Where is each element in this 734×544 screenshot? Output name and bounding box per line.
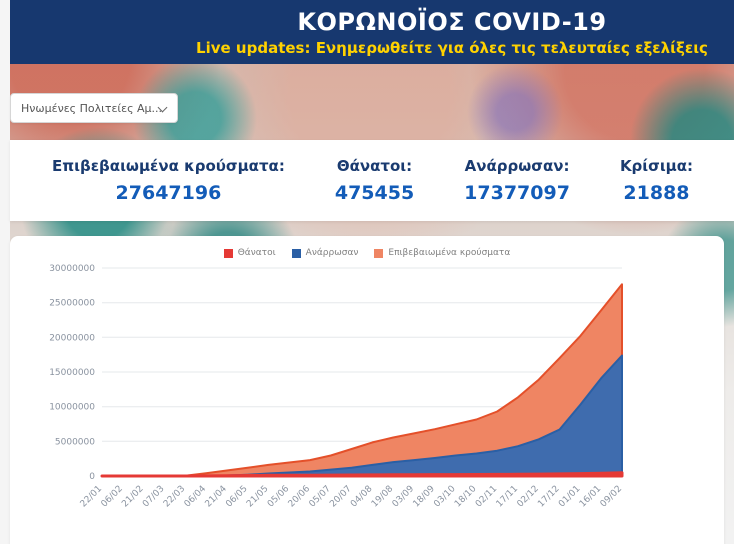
x-tick-label: 22/01 (79, 484, 104, 509)
series-Θάνατοι (100, 471, 624, 478)
x-tick-label: 20/06 (287, 484, 313, 510)
y-tick-label: 0 (89, 472, 95, 482)
stat-value: 21888 (623, 182, 690, 204)
y-tick-label: 10000000 (49, 403, 95, 413)
stat-value: 27647196 (115, 182, 222, 204)
legend-label: Επιβεβαιωμένα κρούσματα (388, 248, 511, 258)
y-tick-label: 25000000 (49, 299, 95, 309)
x-tick-label: 06/05 (224, 484, 249, 509)
stat-deaths: Θάνατοι: 475455 (335, 157, 414, 204)
legend-swatch-deaths (223, 248, 233, 258)
y-tick-label: 30000000 (49, 264, 95, 274)
x-tick-label: 21/05 (245, 484, 270, 509)
live-updates-subtitle: Live updates: Ενημερωθείτε για όλες τις … (196, 39, 708, 57)
x-tick-label: 07/03 (141, 484, 166, 509)
stats-bar: Επιβεβαιωμένα κρούσματα: 27647196 Θάνατο… (10, 140, 734, 221)
stat-recovered: Ανάρρωσαν: 17377097 (464, 157, 570, 204)
legend-swatch-recovered (291, 248, 301, 258)
stat-label: Θάνατοι: (336, 157, 413, 175)
x-tick-label: 17/12 (536, 484, 561, 509)
x-tick-label: 03/10 (432, 484, 458, 510)
x-tick-label: 01/01 (557, 484, 582, 509)
page-title: ΚΟΡΩΝΟΪΟΣ COVID-19 (297, 8, 607, 36)
chart-card: Θάνατοι Ανάρρωσαν Επιβεβαιωμένα κρούσματ… (10, 236, 724, 544)
legend-swatch-confirmed (374, 248, 384, 258)
x-tick-label: 09/02 (599, 484, 624, 509)
legend-item-deaths: Θάνατοι (223, 248, 276, 258)
y-tick-label: 5000000 (55, 437, 95, 447)
legend-label: Ανάρρωσαν (305, 248, 359, 258)
stat-value: 17377097 (464, 182, 570, 204)
y-tick-label: 15000000 (49, 368, 95, 378)
x-tick-label: 06/02 (100, 484, 125, 509)
chart-legend: Θάνατοι Ανάρρωσαν Επιβεβαιωμένα κρούσματ… (10, 248, 724, 258)
header-text-block: ΚΟΡΩΝΟΪΟΣ COVID-19 Live updates: Ενημερω… (170, 8, 734, 57)
x-tick-label: 22/03 (162, 484, 187, 509)
stat-label: Ανάρρωσαν: (464, 157, 570, 175)
area-chart: 0 5000000 10000000 15000000 20000000 25000000… (49, 264, 624, 510)
x-tick-label: 20/07 (328, 484, 353, 509)
legend-label: Θάνατοι (237, 248, 276, 258)
stat-confirmed: Επιβεβαιωμένα κρούσματα: 27647196 (52, 157, 285, 204)
country-select[interactable]: Ηνωμένες Πολιτείες Αμ... (10, 93, 178, 123)
app-header: ΚΟΡΩΝΟΪΟΣ COVID-19 Live updates: Ενημερω… (10, 0, 734, 64)
x-tick-label: 17/11 (495, 484, 520, 509)
country-select-value: Ηνωμένες Πολιτείες Αμ... (21, 101, 163, 115)
x-tick-label: 21/04 (204, 484, 230, 510)
y-tick-label: 20000000 (49, 333, 95, 343)
x-tick-label: 05/07 (308, 484, 333, 509)
x-tick-label: 18/10 (453, 484, 479, 510)
x-tick-label: 06/04 (183, 484, 209, 510)
x-tick-label: 16/01 (578, 484, 603, 509)
stat-critical: Κρίσιμα: 21888 (620, 157, 693, 204)
stat-value: 475455 (334, 182, 415, 204)
x-tick-label: 18/09 (412, 484, 438, 510)
x-tick-label: 02/12 (516, 484, 541, 509)
x-tick-label: 21/02 (120, 484, 145, 509)
stat-label: Επιβεβαιωμένα κρούσματα: (52, 157, 285, 175)
x-tick-label: 02/11 (474, 484, 499, 509)
legend-item-recovered: Ανάρρωσαν (291, 248, 359, 258)
stat-label: Κρίσιμα: (619, 157, 694, 175)
x-tick-label: 03/09 (391, 484, 417, 510)
body-area: Ηνωμένες Πολιτείες Αμ... Επιβεβαιωμένα κ… (10, 93, 734, 544)
x-tick-label: 19/08 (370, 484, 396, 510)
x-tick-label: 05/06 (266, 484, 292, 510)
x-tick-label: 04/08 (349, 484, 375, 510)
page-content: ΚΟΡΩΝΟΪΟΣ COVID-19 Live updates: Ενημερω… (10, 0, 734, 544)
legend-item-confirmed: Επιβεβαιωμένα κρούσματα (374, 248, 510, 258)
